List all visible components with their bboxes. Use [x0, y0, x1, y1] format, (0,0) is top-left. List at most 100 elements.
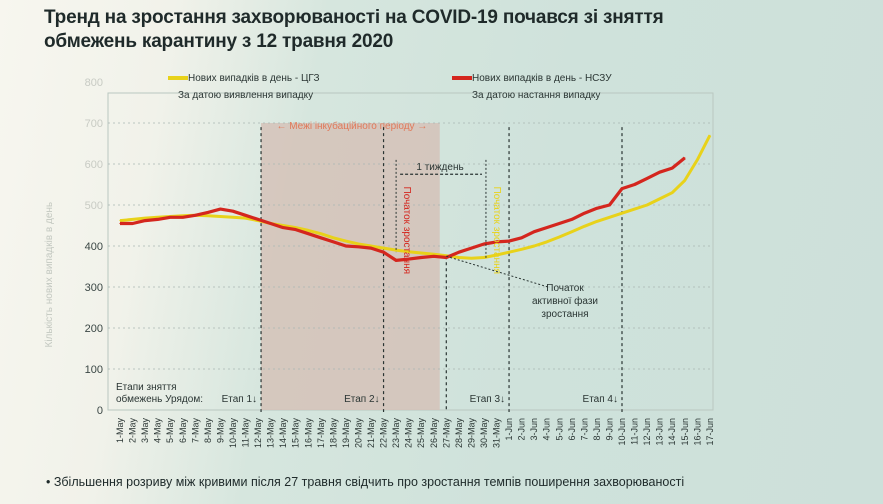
slide-title: Тренд на зростання захворюваності на COV… — [44, 6, 664, 54]
incubation-period-label: ← Межі інкубаційного періоду → — [276, 120, 427, 132]
x-tick-label: 13-Jun — [655, 418, 665, 446]
stage-label: Етап 2↓ — [344, 394, 379, 405]
x-tick-label: 30-May — [479, 418, 489, 449]
data-point — [207, 215, 209, 217]
data-point — [546, 241, 548, 243]
data-point — [445, 256, 447, 259]
data-point — [546, 226, 548, 229]
data-point — [433, 255, 435, 257]
data-point — [219, 215, 221, 218]
x-tick-label: 12-May — [253, 418, 263, 449]
x-tick-label: 1-May — [115, 418, 125, 444]
data-point — [131, 222, 134, 225]
data-point — [558, 236, 560, 238]
data-point — [144, 219, 146, 222]
x-tick-label: 22-May — [379, 418, 389, 449]
data-point — [244, 217, 247, 219]
x-tick-label: 2-Jun — [517, 418, 527, 441]
data-point — [357, 243, 360, 245]
data-point — [558, 222, 560, 225]
x-tick-label: 9-May — [215, 418, 225, 444]
stages-label: Етапи зняття — [116, 382, 177, 393]
legend-sublabel: За датою виявлення випадку — [178, 90, 313, 101]
x-tick-label: 11-Jun — [630, 418, 640, 445]
data-point — [157, 218, 159, 220]
data-point — [420, 252, 422, 254]
one-week-label: 1 тиждень — [416, 162, 463, 173]
data-point — [671, 192, 673, 194]
y-tick-label: 800 — [85, 77, 103, 89]
data-point — [307, 229, 309, 232]
data-point — [621, 188, 623, 190]
data-point — [370, 245, 372, 247]
data-point — [458, 256, 460, 259]
y-tick-label: 200 — [85, 323, 103, 335]
y-tick-label: 400 — [85, 241, 103, 253]
data-point — [596, 220, 598, 222]
data-point — [232, 216, 234, 218]
y-tick-label: 100 — [85, 364, 103, 376]
x-tick-label: 3-Jun — [529, 418, 539, 441]
x-tick-label: 10-May — [228, 418, 238, 449]
data-point — [194, 214, 196, 216]
data-point — [207, 211, 209, 213]
data-point — [119, 222, 121, 225]
data-point — [621, 212, 623, 214]
x-tick-label: 8-Jun — [592, 418, 602, 441]
data-point — [521, 248, 523, 250]
x-tick-label: 9-Jun — [604, 418, 614, 441]
data-point — [646, 204, 648, 206]
y-axis-label: Кількість нових випадків в день — [44, 202, 55, 348]
x-tick-label: 23-May — [391, 418, 401, 449]
incubation-period-region — [261, 123, 440, 410]
data-point — [370, 247, 372, 249]
x-tick-label: 16-May — [303, 418, 313, 449]
stage-label: Етап 3↓ — [470, 394, 505, 405]
stage-label: Етап 1↓ — [222, 394, 257, 405]
data-point — [659, 171, 661, 173]
data-point — [282, 226, 284, 229]
data-point — [483, 256, 485, 259]
x-tick-label: 14-May — [278, 418, 288, 449]
data-point — [157, 216, 159, 218]
data-point — [608, 216, 611, 218]
x-tick-label: 1-Jun — [504, 418, 514, 441]
series-line-nszu — [120, 156, 686, 262]
data-point — [408, 251, 410, 253]
data-point — [244, 214, 247, 216]
x-tick-label: 6-Jun — [567, 418, 577, 441]
data-point — [470, 257, 472, 259]
legend-sublabel: За датою настання випадку — [472, 90, 600, 101]
active-phase-label: зростання — [541, 309, 588, 320]
x-tick-label: 31-May — [492, 418, 502, 449]
x-tick-label: 11-May — [241, 418, 251, 448]
data-point — [571, 218, 573, 220]
data-point — [282, 224, 284, 227]
x-tick-label: 24-May — [404, 418, 414, 449]
x-tick-label: 17-Jun — [705, 418, 715, 446]
growth-start-label: Початок зростання — [401, 187, 412, 274]
x-tick-label: 16-Jun — [692, 418, 702, 446]
data-point — [709, 134, 711, 136]
x-tick-label: 15-May — [291, 418, 301, 449]
data-point — [495, 254, 498, 256]
data-point — [596, 207, 598, 209]
data-point — [131, 218, 134, 220]
data-point — [671, 167, 673, 169]
stage-label: Етап 4↓ — [583, 394, 618, 405]
data-point — [257, 218, 259, 220]
data-point — [219, 208, 221, 210]
x-tick-label: 10-Jun — [617, 418, 627, 446]
legend-label: Нових випадків в день - НСЗУ — [472, 73, 612, 84]
data-point — [169, 216, 171, 218]
series-line-cgz — [119, 134, 712, 260]
data-point — [295, 226, 297, 229]
data-point — [633, 208, 636, 210]
x-tick-label: 21-May — [366, 418, 376, 449]
data-point — [182, 216, 184, 218]
x-tick-label: 29-May — [466, 418, 476, 449]
x-tick-label: 7-May — [190, 418, 200, 444]
data-point — [232, 210, 234, 212]
data-point — [119, 219, 121, 222]
